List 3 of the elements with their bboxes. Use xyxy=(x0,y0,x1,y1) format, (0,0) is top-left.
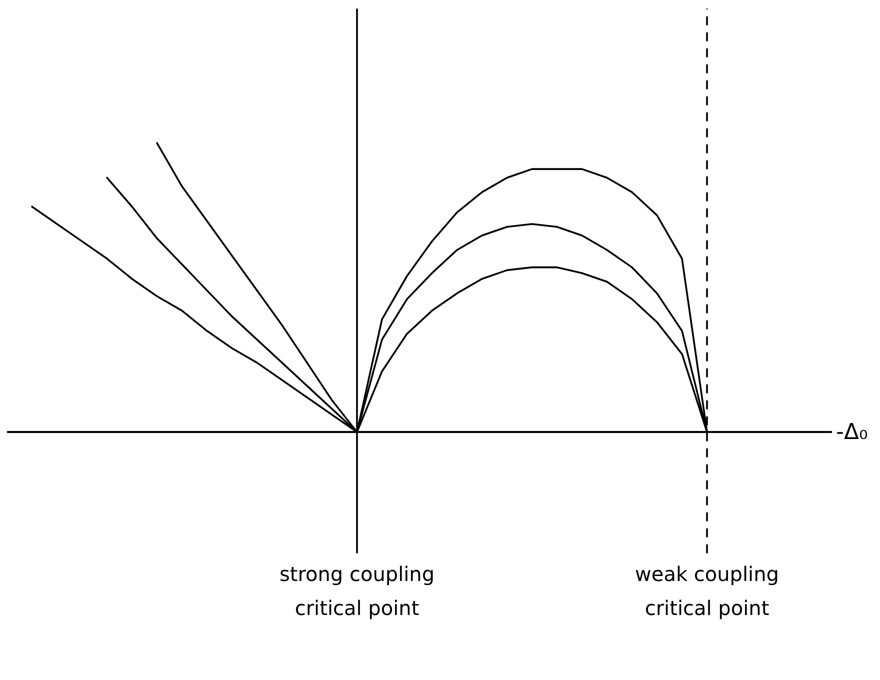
x-axis-title: -Δ₀ xyxy=(836,420,868,446)
text: strong coupling critical point xyxy=(279,562,435,620)
text: weak coupling critical point xyxy=(635,562,779,620)
